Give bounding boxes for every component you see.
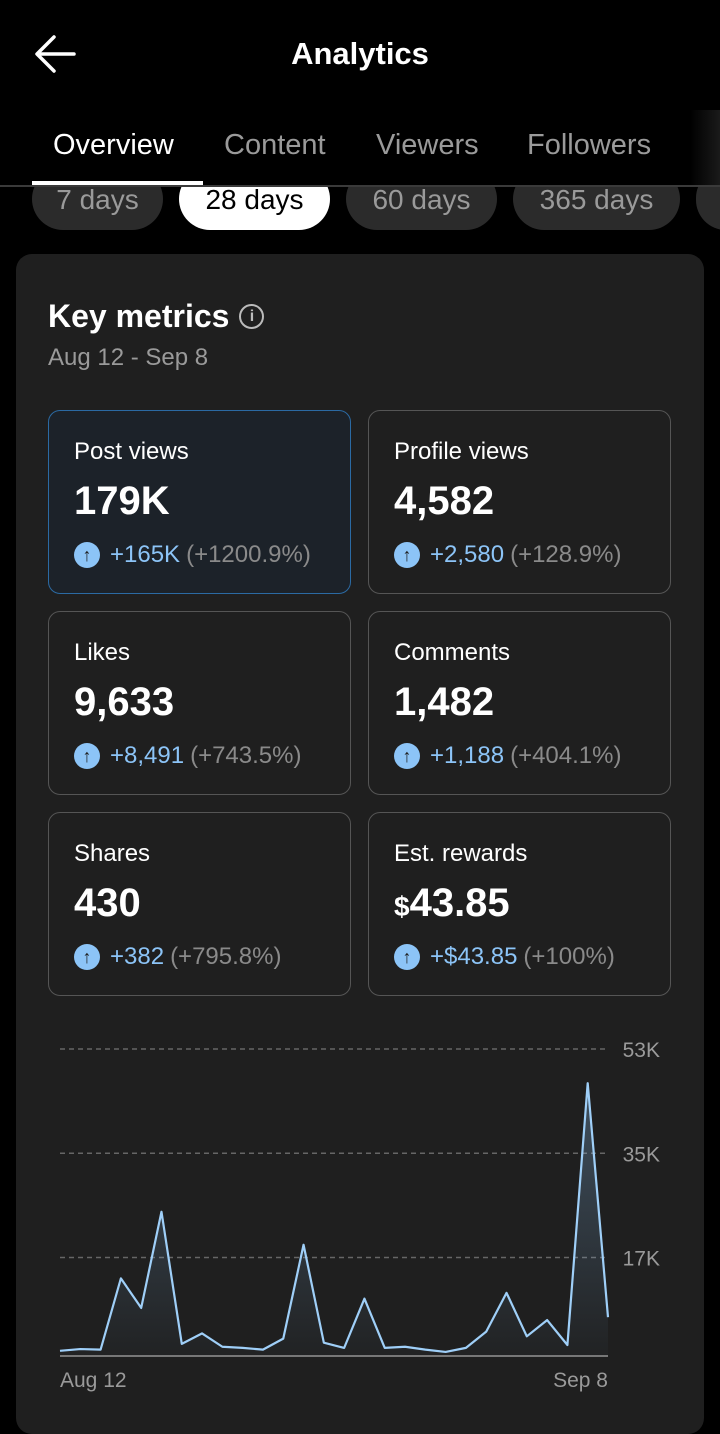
metric-value: 179K <box>74 479 170 524</box>
metric-value-number: 179K <box>74 479 170 523</box>
metric-value: 9,633 <box>74 680 174 725</box>
metric-change: ↑ +165K(+1200.9%) <box>74 541 311 569</box>
arrow-up-icon: ↑ <box>394 944 420 970</box>
metric-value-number: 4,582 <box>394 479 494 523</box>
tab-bar: Overview Content Viewers Followers L <box>0 110 720 187</box>
active-tab-indicator <box>32 181 203 185</box>
area-fill <box>60 1083 608 1356</box>
metric-change: ↑ +1,188(+404.1%) <box>394 742 621 770</box>
metric-delta: +1,188 <box>430 742 504 770</box>
metric-percent: (+128.9%) <box>510 541 621 569</box>
post-views-chart: 53K 35K 17K Aug 12 Sep 8 <box>0 1030 720 1399</box>
key-metrics-heading: Key metrics i <box>48 298 264 335</box>
metric-change: ↑ +$43.85(+100%) <box>394 943 615 971</box>
arrow-up-icon: ↑ <box>74 944 100 970</box>
metric-value: 430 <box>74 881 141 926</box>
arrow-up-icon: ↑ <box>74 743 100 769</box>
metric-percent: (+795.8%) <box>170 943 281 971</box>
metric-percent: (+1200.9%) <box>186 541 311 569</box>
metric-delta: +165K <box>110 541 180 569</box>
metric-card-profile-views[interactable]: Profile views 4,582 ↑ +2,580(+128.9%) <box>368 410 671 594</box>
info-icon[interactable]: i <box>239 304 264 329</box>
metric-delta: +8,491 <box>110 742 184 770</box>
metric-value: 1,482 <box>394 680 494 725</box>
metric-label: Shares <box>74 840 150 868</box>
metric-value-number: 430 <box>74 881 141 925</box>
metric-value-number: 9,633 <box>74 680 174 724</box>
arrow-up-icon: ↑ <box>74 542 100 568</box>
x-tick-label: Aug 12 <box>60 1369 127 1392</box>
tab-followers[interactable]: Followers <box>527 129 651 162</box>
metric-change: ↑ +2,580(+128.9%) <box>394 541 621 569</box>
metric-value: $43.85 <box>394 881 510 926</box>
metric-label: Likes <box>74 639 130 667</box>
metric-card-comments[interactable]: Comments 1,482 ↑ +1,188(+404.1%) <box>368 611 671 795</box>
y-tick-label: 35K <box>623 1143 660 1166</box>
metric-delta: +$43.85 <box>430 943 517 971</box>
metric-value: 4,582 <box>394 479 494 524</box>
metric-percent: (+100%) <box>523 943 614 971</box>
metric-delta: +2,580 <box>430 541 504 569</box>
tab-overview[interactable]: Overview <box>53 129 174 162</box>
metric-card-likes[interactable]: Likes 9,633 ↑ +8,491(+743.5%) <box>48 611 351 795</box>
arrow-up-icon: ↑ <box>394 542 420 568</box>
metric-label: Profile views <box>394 438 529 466</box>
metric-value-number: 43.85 <box>410 881 510 925</box>
y-tick-label: 17K <box>623 1248 660 1271</box>
metric-change: ↑ +8,491(+743.5%) <box>74 742 301 770</box>
metric-delta: +382 <box>110 943 164 971</box>
key-metrics-title: Key metrics <box>48 298 229 335</box>
metric-percent: (+743.5%) <box>190 742 301 770</box>
arrow-up-icon: ↑ <box>394 743 420 769</box>
metric-label: Comments <box>394 639 510 667</box>
tab-fade <box>690 110 720 185</box>
page-title: Analytics <box>0 36 720 72</box>
metric-card-est-rewards[interactable]: Est. rewards $43.85 ↑ +$43.85(+100%) <box>368 812 671 996</box>
x-tick-label: Sep 8 <box>553 1369 608 1392</box>
metric-card-post-views[interactable]: Post views 179K ↑ +165K(+1200.9%) <box>48 410 351 594</box>
date-range: Aug 12 - Sep 8 <box>48 344 208 372</box>
y-tick-label: 53K <box>623 1039 660 1062</box>
metric-card-shares[interactable]: Shares 430 ↑ +382(+795.8%) <box>48 812 351 996</box>
app-header: Analytics <box>0 0 720 110</box>
metric-label: Post views <box>74 438 189 466</box>
tab-viewers[interactable]: Viewers <box>376 129 479 162</box>
metric-label: Est. rewards <box>394 840 527 868</box>
metric-percent: (+404.1%) <box>510 742 621 770</box>
currency-symbol: $ <box>394 891 410 922</box>
metric-value-number: 1,482 <box>394 680 494 724</box>
metric-change: ↑ +382(+795.8%) <box>74 943 281 971</box>
tab-content[interactable]: Content <box>224 129 326 162</box>
